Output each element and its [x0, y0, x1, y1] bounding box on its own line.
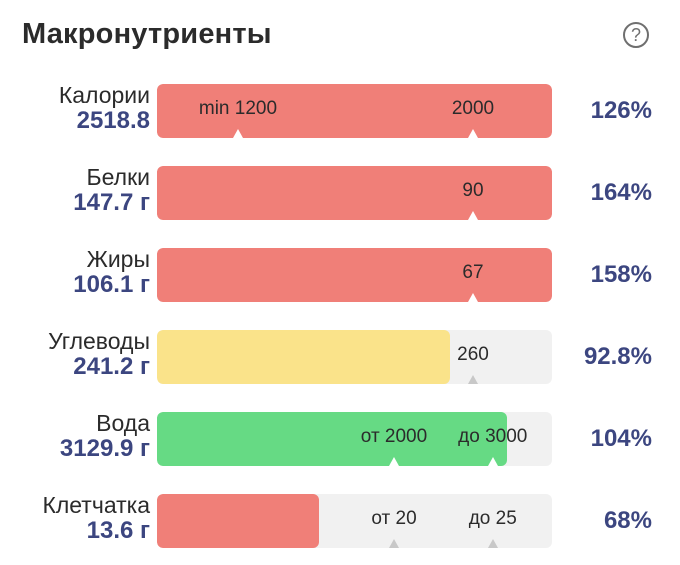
percent-of-goal: 68%	[603, 507, 652, 534]
goal-marker-tick-icon	[487, 457, 498, 466]
nutrient-amount: 13.6 г	[86, 517, 150, 544]
page-title: Макронутриенты	[22, 18, 272, 50]
progress-track: min 1200 2000	[157, 84, 552, 138]
nutrient-name: Клетчатка	[42, 492, 150, 518]
nutrient-amount: 3129.9 г	[59, 435, 150, 462]
goal-marker-label: 2000	[451, 98, 495, 119]
nutrient-row-calories: Калории 2518.8 min 1200 2000 126%	[0, 82, 680, 140]
goal-marker-label: до 3000	[458, 426, 528, 447]
question-circle-icon: ?	[630, 25, 641, 45]
nutrient-name: Жиры	[86, 246, 150, 272]
nutrient-row-fiber: Клетчатка 13.6 г от 20 до 25 68%	[0, 492, 680, 550]
progress-track: 260	[157, 330, 552, 384]
nutrient-amount: 2518.8	[76, 107, 150, 134]
goal-marker-label: от 20	[371, 508, 417, 529]
goal-marker-tick-icon	[389, 539, 399, 548]
goal-marker-tick-icon	[389, 457, 399, 466]
nutrient-amount: 241.2 г	[73, 353, 150, 380]
help-button[interactable]: ?	[623, 22, 649, 48]
progress-fill	[157, 494, 319, 548]
nutrient-amount: 106.1 г	[73, 271, 150, 298]
nutrient-label: Калории 2518.8	[59, 82, 150, 134]
goal-marker-tick-icon	[232, 129, 243, 138]
percent-of-goal: 126%	[590, 97, 652, 124]
nutrient-row-water: Вода 3129.9 г от 2000 до 3000 104%	[0, 410, 680, 468]
nutrient-label: Вода 3129.9 г	[60, 410, 150, 462]
nutrient-name: Вода	[96, 410, 150, 436]
goal-marker-label: 67	[462, 262, 484, 283]
goal-marker-tick-icon	[468, 129, 478, 138]
nutrient-row-carbs: Углеводы 241.2 г 260 92.8%	[0, 328, 680, 386]
goal-marker-tick-icon	[487, 539, 498, 548]
goal-marker-label: 90	[462, 180, 484, 201]
nutrient-label: Жиры 106.1 г	[73, 246, 150, 298]
percent-of-goal: 158%	[590, 261, 652, 288]
progress-track: 67	[157, 248, 552, 302]
nutrient-row-fat: Жиры 106.1 г 67 158%	[0, 246, 680, 304]
progress-track: 90	[157, 166, 552, 220]
goal-marker-label: от 2000	[360, 426, 428, 447]
nutrient-label: Белки 147.7 г	[73, 164, 150, 216]
goal-marker-label: до 25	[468, 508, 517, 529]
nutrient-name: Белки	[86, 164, 150, 190]
goal-marker-label: 260	[457, 344, 489, 365]
goal-marker-tick-icon	[468, 375, 478, 384]
nutrient-row-protein: Белки 147.7 г 90 164%	[0, 164, 680, 222]
progress-fill	[157, 412, 507, 466]
progress-fill	[157, 166, 552, 220]
nutrient-amount: 147.7 г	[73, 189, 150, 216]
percent-of-goal: 164%	[590, 179, 652, 206]
percent-of-goal: 104%	[590, 425, 652, 452]
progress-fill	[157, 248, 552, 302]
progress-fill	[157, 84, 552, 138]
nutrient-label: Углеводы 241.2 г	[48, 328, 150, 380]
goal-marker-tick-icon	[468, 293, 478, 302]
goal-marker-tick-icon	[468, 211, 478, 220]
nutrient-label: Клетчатка 13.6 г	[42, 492, 150, 544]
goal-marker-label: min 1200	[198, 98, 278, 119]
nutrient-name: Калории	[58, 82, 150, 108]
percent-of-goal: 92.8%	[583, 343, 652, 370]
nutrient-name: Углеводы	[48, 328, 150, 354]
progress-fill	[157, 330, 451, 384]
progress-track: от 20 до 25	[157, 494, 552, 548]
progress-track: от 2000 до 3000	[157, 412, 552, 466]
